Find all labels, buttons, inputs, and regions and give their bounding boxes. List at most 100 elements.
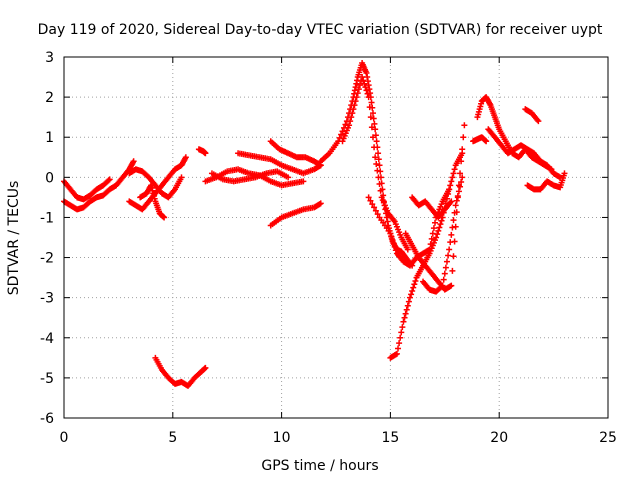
data-point	[348, 114, 355, 121]
data-point	[461, 122, 468, 129]
data-point	[375, 156, 382, 163]
data-point	[448, 231, 455, 238]
series-track-d	[126, 154, 189, 213]
data-point	[561, 170, 568, 177]
data-point	[408, 291, 415, 298]
y-tick-label: 2	[45, 90, 54, 106]
data-point	[346, 122, 353, 129]
data-point	[457, 170, 464, 177]
data-point	[430, 225, 437, 232]
data-point	[393, 350, 400, 357]
data-point	[442, 264, 449, 271]
data-point	[359, 74, 366, 81]
y-tick-label: -1	[40, 210, 54, 226]
data-point	[460, 134, 467, 141]
data-point	[130, 158, 137, 165]
data-point	[377, 187, 384, 194]
data-point	[433, 234, 440, 241]
data-point	[434, 231, 441, 238]
data-point	[105, 177, 112, 184]
data-point	[404, 246, 411, 253]
data-point	[443, 258, 450, 265]
data-point	[399, 324, 406, 331]
data-point	[350, 106, 357, 113]
y-tick-label: -6	[40, 411, 54, 427]
data-point	[449, 174, 456, 181]
data-point	[447, 239, 454, 246]
data-point	[443, 195, 450, 202]
data-point	[395, 345, 402, 352]
series-track-b	[61, 176, 113, 203]
series-track-p	[387, 150, 466, 361]
data-point	[446, 246, 453, 253]
data-point	[396, 340, 403, 347]
data-point	[372, 126, 379, 133]
data-point	[449, 267, 456, 274]
data-point	[367, 197, 374, 204]
data-point	[353, 94, 360, 101]
y-tick-label: 1	[45, 130, 54, 146]
data-point	[390, 240, 397, 247]
data-point	[450, 253, 457, 260]
data-point	[375, 174, 382, 181]
data-point	[439, 282, 446, 289]
x-tick-label: 15	[381, 430, 399, 446]
data-point	[364, 90, 371, 97]
y-axis-label: SDTVAR / TECUs	[6, 181, 22, 296]
data-point	[437, 221, 444, 228]
grid	[64, 57, 608, 418]
data-point	[535, 118, 542, 125]
data-point	[445, 191, 452, 198]
y-tick-label: 0	[45, 170, 54, 186]
data-point	[446, 186, 453, 193]
data-point	[457, 183, 464, 190]
data-point	[397, 334, 404, 341]
data-point	[202, 150, 209, 157]
data-point	[356, 82, 363, 89]
data-point	[369, 134, 376, 141]
data-point	[405, 298, 412, 305]
data-point	[391, 243, 398, 250]
data-point	[374, 167, 381, 174]
data-point	[368, 99, 375, 106]
data-point	[455, 188, 462, 195]
data-point	[366, 104, 373, 111]
series-track-g	[195, 146, 209, 157]
data-point	[389, 237, 396, 244]
data-point	[450, 217, 457, 224]
data-point	[401, 314, 408, 321]
data-point	[450, 170, 457, 177]
data-point	[351, 102, 358, 109]
data-point	[452, 202, 459, 209]
data-point	[432, 219, 439, 226]
data-point	[483, 138, 490, 145]
series-track-q	[402, 122, 468, 293]
data-point	[376, 162, 383, 169]
series-track-v	[485, 126, 564, 181]
data-point	[453, 197, 460, 204]
data-point	[373, 160, 380, 167]
data-point	[317, 200, 324, 207]
data-point	[454, 193, 461, 200]
data-point	[435, 227, 442, 234]
data-point	[369, 201, 376, 208]
series-track-l	[267, 200, 324, 229]
data-point	[451, 166, 458, 173]
data-point	[458, 179, 465, 186]
data-point	[448, 198, 455, 205]
data-point	[355, 86, 362, 93]
x-tick-label: 25	[599, 430, 617, 446]
series-track-x	[524, 170, 568, 193]
data-point	[412, 277, 419, 284]
x-tick-label: 5	[168, 430, 177, 446]
data-point	[376, 181, 383, 188]
series-track-n	[339, 74, 411, 253]
data-point	[367, 114, 374, 121]
data-point	[374, 211, 381, 218]
y-tick-label: -3	[40, 291, 54, 307]
data-point	[387, 230, 394, 237]
chart-title: Day 119 of 2020, Sidereal Day-to-day VTE…	[38, 22, 603, 38]
data-point	[371, 204, 378, 211]
data-point	[438, 217, 445, 224]
data-point	[371, 144, 378, 151]
